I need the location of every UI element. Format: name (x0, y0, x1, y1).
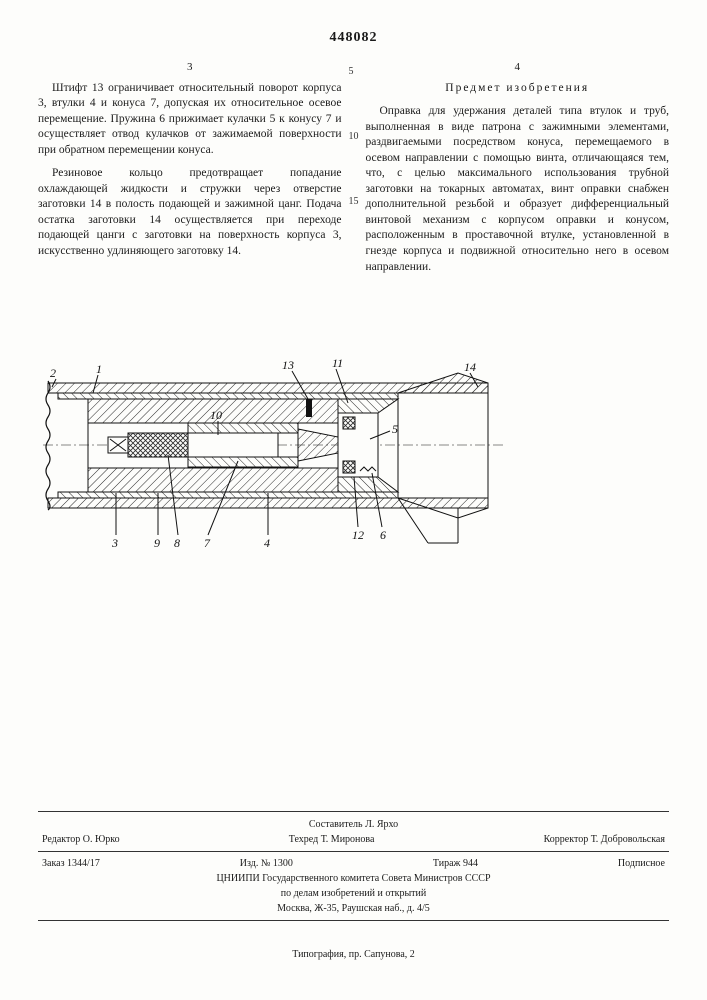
line-num: 10 (349, 131, 359, 142)
footer-block: Составитель Л. Ярхо Редактор О. Юрко Тех… (38, 811, 669, 962)
typography-line: Типография, пр. Сапунова, 2 (38, 947, 669, 962)
editor: Редактор О. Юрко (42, 832, 120, 847)
mandrel-figure: 2 1 13 11 14 10 5 3 9 8 7 4 12 6 (38, 343, 508, 563)
svg-text:1: 1 (96, 362, 102, 376)
svg-text:7: 7 (204, 536, 211, 550)
svg-text:11: 11 (332, 356, 343, 370)
line-number-gutter: 5 10 15 (349, 66, 359, 207)
patent-number: 448082 (38, 30, 669, 46)
order-no: Заказ 1344/17 (42, 856, 100, 871)
svg-text:12: 12 (352, 528, 364, 542)
subscription: Подписное (618, 856, 665, 871)
svg-text:4: 4 (264, 536, 270, 550)
svg-text:13: 13 (282, 358, 294, 372)
svg-text:6: 6 (380, 528, 386, 542)
line-num: 15 (349, 196, 359, 207)
org-line-2: по делам изобретений и открытий (38, 886, 669, 901)
tirazh: Тираж 944 (433, 856, 478, 871)
svg-text:5: 5 (392, 422, 398, 436)
print-row: Заказ 1344/17 Изд. № 1300 Тираж 944 Подп… (38, 856, 669, 871)
address-line: Москва, Ж-35, Раушская наб., д. 4/5 (38, 901, 669, 916)
figure-container: 2 1 13 11 14 10 5 3 9 8 7 4 12 6 (38, 343, 669, 563)
col-num-left: 3 (38, 60, 342, 75)
corrector: Корректор Т. Добровольская (544, 832, 665, 847)
izd-no: Изд. № 1300 (240, 856, 293, 871)
svg-text:14: 14 (464, 360, 476, 374)
credits-row: Редактор О. Юрко Техред Т. Миронова Корр… (38, 832, 669, 847)
left-para-1: Штифт 13 ограничивает относительный пово… (38, 81, 342, 159)
section-heading: Предмет изобретения (366, 81, 670, 97)
org-line-1: ЦНИИПИ Государственного комитета Совета … (38, 871, 669, 886)
svg-text:10: 10 (210, 408, 222, 422)
left-para-2: Резиновое кольцо предотвращает попадание… (38, 166, 342, 259)
tech-editor: Техред Т. Миронова (289, 832, 375, 847)
svg-text:3: 3 (111, 536, 118, 550)
col-num-right: 4 (366, 60, 670, 75)
svg-text:8: 8 (174, 536, 180, 550)
svg-text:2: 2 (50, 366, 56, 380)
line-num: 5 (349, 66, 359, 77)
left-column: 3 Штифт 13 ограничивает относительный по… (38, 60, 342, 283)
right-para-1: Оправка для удержания деталей типа втуло… (366, 104, 670, 275)
svg-text:9: 9 (154, 536, 160, 550)
right-column: 4 Предмет изобретения Оправка для удержа… (366, 60, 670, 283)
compiler-line: Составитель Л. Ярхо (38, 817, 669, 832)
